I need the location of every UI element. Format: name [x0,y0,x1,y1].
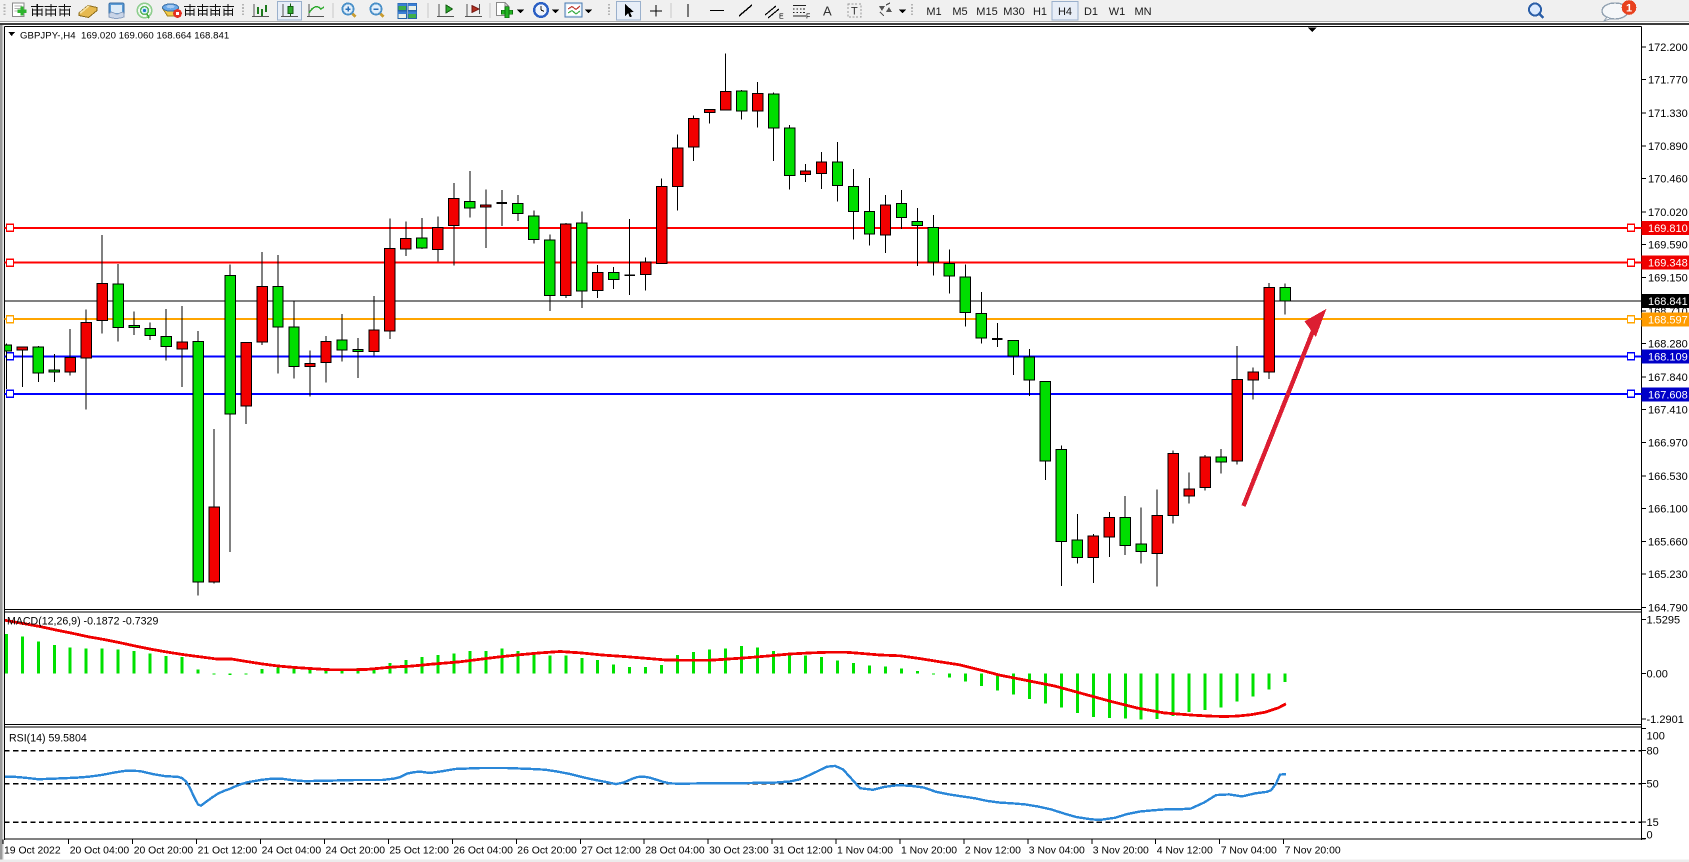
svg-text:0: 0 [1647,830,1653,842]
svg-text:26 Oct 04:00: 26 Oct 04:00 [453,846,513,857]
svg-text:H4: H4 [1058,6,1072,18]
svg-text:31 Oct 12:00: 31 Oct 12:00 [773,846,833,857]
svg-text:172.200: 172.200 [1648,42,1688,54]
svg-text:169.348: 169.348 [1648,258,1688,270]
svg-text:168.597: 168.597 [1648,315,1688,327]
svg-text:80: 80 [1647,746,1659,758]
svg-text:3 Nov 04:00: 3 Nov 04:00 [1029,846,1085,857]
svg-text:H1: H1 [1033,6,1047,18]
svg-text:-1.2901: -1.2901 [1647,714,1684,726]
svg-text:D1: D1 [1084,6,1098,18]
svg-text:GBPJPY-,H4 169.020 169.060 16: GBPJPY-,H4 169.020 169.060 168.664 168.8… [20,31,229,42]
svg-text:1: 1 [1626,3,1632,15]
svg-text:25 Oct 12:00: 25 Oct 12:00 [389,846,449,857]
svg-text:170.460: 170.460 [1648,174,1688,186]
svg-text:165.230: 165.230 [1648,569,1688,581]
svg-text:A: A [823,4,832,19]
svg-text:1.5295: 1.5295 [1647,614,1681,626]
svg-text:170.890: 170.890 [1648,141,1688,153]
svg-text:W1: W1 [1109,6,1126,18]
svg-text:7 Nov 20:00: 7 Nov 20:00 [1285,846,1341,857]
svg-text:167.410: 167.410 [1648,404,1688,416]
svg-text:4 Nov 12:00: 4 Nov 12:00 [1157,846,1213,857]
svg-text:165.660: 165.660 [1648,537,1688,549]
svg-text:168.280: 168.280 [1648,339,1688,351]
svg-text:T: T [851,6,858,18]
svg-text:50: 50 [1647,779,1659,791]
svg-text:7 Nov 04:00: 7 Nov 04:00 [1221,846,1277,857]
svg-text:166.530: 166.530 [1648,471,1688,483]
svg-text:21 Oct 12:00: 21 Oct 12:00 [198,846,258,857]
svg-text:0.00: 0.00 [1647,668,1668,680]
svg-text:RSI(14) 59.5804: RSI(14) 59.5804 [9,732,87,744]
svg-text:167.608: 167.608 [1648,389,1688,401]
svg-text:168.109: 168.109 [1648,352,1688,364]
svg-text:M5: M5 [952,6,967,18]
svg-text:169.590: 169.590 [1648,239,1688,251]
svg-text:171.770: 171.770 [1648,75,1688,87]
svg-text:27 Oct 12:00: 27 Oct 12:00 [581,846,641,857]
svg-text:M15: M15 [976,6,997,18]
svg-text:169.150: 169.150 [1648,273,1688,285]
svg-text:168.841: 168.841 [1648,296,1688,308]
svg-text:24 Oct 20:00: 24 Oct 20:00 [326,846,386,857]
svg-text:E: E [779,14,784,21]
svg-text:M30: M30 [1003,6,1024,18]
svg-text:167.840: 167.840 [1648,372,1688,384]
svg-text:24 Oct 04:00: 24 Oct 04:00 [262,846,322,857]
svg-text:170.020: 170.020 [1648,207,1688,219]
svg-text:3 Nov 20:00: 3 Nov 20:00 [1093,846,1149,857]
svg-text:15: 15 [1647,817,1659,829]
svg-text:166.970: 166.970 [1648,438,1688,450]
svg-text:1 Nov 04:00: 1 Nov 04:00 [837,846,893,857]
svg-text:166.100: 166.100 [1648,503,1688,515]
svg-text:M1: M1 [926,6,941,18]
svg-text:2 Nov 12:00: 2 Nov 12:00 [965,846,1021,857]
svg-text:19 Oct 2022: 19 Oct 2022 [4,846,61,857]
svg-text:MACD(12,26,9) -0.1872 -0.7329: MACD(12,26,9) -0.1872 -0.7329 [7,615,158,627]
svg-text:30 Oct 23:00: 30 Oct 23:00 [709,846,769,857]
svg-text:MN: MN [1134,6,1151,18]
svg-text:164.790: 164.790 [1648,603,1688,615]
svg-text:28 Oct 04:00: 28 Oct 04:00 [645,846,705,857]
svg-text:169.810: 169.810 [1648,223,1688,235]
svg-text:100: 100 [1647,731,1665,743]
svg-text:26 Oct 20:00: 26 Oct 20:00 [517,846,577,857]
svg-text:1 Nov 20:00: 1 Nov 20:00 [901,846,957,857]
svg-text:20 Oct 04:00: 20 Oct 04:00 [70,846,130,857]
svg-text:20 Oct 20:00: 20 Oct 20:00 [134,846,194,857]
svg-text:F: F [806,14,810,21]
svg-text:171.330: 171.330 [1648,108,1688,120]
